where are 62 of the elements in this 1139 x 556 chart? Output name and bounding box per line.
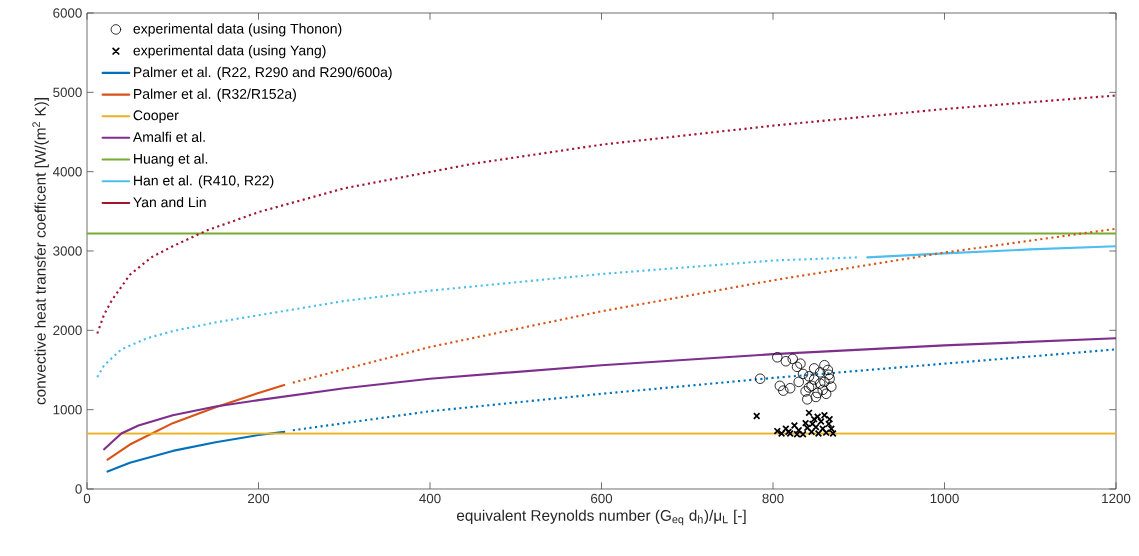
y-tick-label: 3000	[53, 246, 82, 256]
point	[793, 376, 804, 388]
x-tick-label: 400	[419, 493, 441, 504]
point	[797, 368, 809, 380]
point	[772, 352, 783, 363]
point	[814, 367, 826, 378]
y-tick-label: 0	[75, 484, 82, 494]
point	[805, 409, 813, 417]
legend-label: Huang et al.	[134, 153, 208, 167]
point	[778, 385, 789, 396]
point	[820, 388, 832, 399]
x-tick-label: 1000	[930, 493, 959, 504]
point	[810, 391, 822, 403]
legend-label: Cooper	[133, 110, 179, 124]
point	[802, 394, 813, 405]
point	[824, 373, 835, 384]
line-series	[103, 337, 1116, 451]
point	[795, 358, 806, 369]
point	[826, 381, 837, 392]
legend-label: Palmer et al. (R32/R152a)	[134, 88, 296, 102]
line-series	[866, 245, 1116, 259]
legend-label: experimental data (using Thonon)	[133, 23, 342, 37]
x-axis-title: equivalent Reynolds number (G$_{eq}$ d$_{h}$)/μ$_{L}$ [-]	[456, 509, 746, 526]
y-tick-label: 6000	[53, 8, 82, 18]
legend-label: Palmer et al. (R22, R290 and R290/600a)	[134, 66, 392, 80]
point	[819, 376, 830, 388]
legend-label: Han et al. (R410, R22)	[134, 175, 274, 189]
point	[784, 383, 796, 394]
x-tick-label: 800	[762, 493, 784, 504]
point	[822, 364, 834, 376]
line-series	[106, 430, 286, 473]
y-tick-label: 4000	[52, 166, 82, 177]
x-tick-label: 0	[83, 493, 91, 504]
point	[780, 356, 792, 367]
point	[819, 360, 830, 371]
x-tick-label: 600	[591, 493, 613, 504]
legend-label: Yan and Lin	[133, 196, 206, 208]
point	[803, 371, 815, 382]
legend-label: Amalfi et al.	[132, 131, 205, 142]
point	[790, 421, 799, 430]
point	[823, 369, 834, 380]
point	[800, 386, 811, 397]
point	[787, 353, 798, 365]
line-series	[106, 384, 286, 461]
y-axis-title: convective heat transfer coefficent [W/(m$^{2}$ K)]	[32, 98, 49, 405]
point	[808, 363, 820, 374]
x-tick-label: 1200	[1102, 493, 1131, 504]
line-series	[291, 227, 1116, 384]
line-series	[96, 256, 860, 379]
point	[774, 380, 786, 392]
point	[791, 361, 803, 373]
legend-label: experimental data (using Yang)	[133, 45, 326, 59]
y-tick-label: 5000	[53, 87, 82, 98]
point	[814, 378, 826, 389]
point	[808, 374, 820, 385]
point	[812, 387, 823, 399]
y-tick-label: 1000	[53, 404, 82, 415]
line-series	[291, 348, 1116, 432]
point	[754, 373, 766, 384]
point	[817, 384, 828, 396]
y-tick-label: 2000	[53, 325, 82, 336]
x-tick-label: 200	[248, 493, 270, 504]
